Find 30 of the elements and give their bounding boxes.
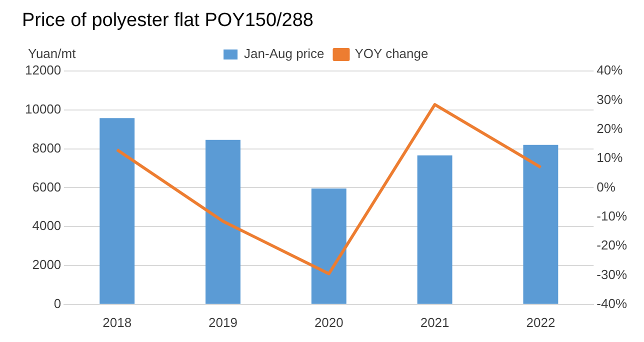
y-tick-label: 8000 bbox=[32, 140, 62, 156]
y-tick-label: 2000 bbox=[32, 257, 62, 272]
x-tick-label: 2022 bbox=[526, 314, 556, 330]
bar bbox=[311, 188, 346, 304]
bar bbox=[206, 140, 240, 304]
y2-tick-label: -40% bbox=[596, 296, 628, 311]
y2-tick-label: -20% bbox=[596, 238, 628, 253]
bar bbox=[417, 155, 452, 304]
y-tick-label: 0 bbox=[54, 296, 62, 311]
y2-tick-label: 0% bbox=[596, 179, 616, 194]
x-tick-label: 2020 bbox=[314, 314, 344, 330]
legend-label: YOY change bbox=[354, 46, 428, 62]
y-tick-label: 6000 bbox=[32, 179, 62, 194]
y-tick-label: 10000 bbox=[24, 101, 62, 116]
bar bbox=[100, 118, 135, 304]
x-tick-label: 2018 bbox=[102, 314, 132, 330]
y2-tick-label: -10% bbox=[596, 208, 628, 224]
x-tick-label: 2019 bbox=[208, 314, 238, 330]
y2-tick-label: 20% bbox=[596, 120, 624, 136]
y-tick-label: 4000 bbox=[32, 218, 62, 234]
chart-title: Price of polyester flat POY150/288 bbox=[22, 10, 314, 32]
bar bbox=[523, 144, 558, 304]
legend-label: Jan-Aug price bbox=[244, 46, 324, 62]
y-tick-label: 12000 bbox=[24, 62, 62, 78]
y2-tick-label: 10% bbox=[596, 150, 624, 166]
x-tick-label: 2021 bbox=[420, 314, 450, 330]
y2-tick-label: 30% bbox=[596, 92, 624, 107]
y-axis-title: Yuan/mt bbox=[28, 46, 76, 61]
y2-tick-label: -30% bbox=[596, 266, 628, 282]
y2-tick-label: 40% bbox=[596, 62, 624, 78]
